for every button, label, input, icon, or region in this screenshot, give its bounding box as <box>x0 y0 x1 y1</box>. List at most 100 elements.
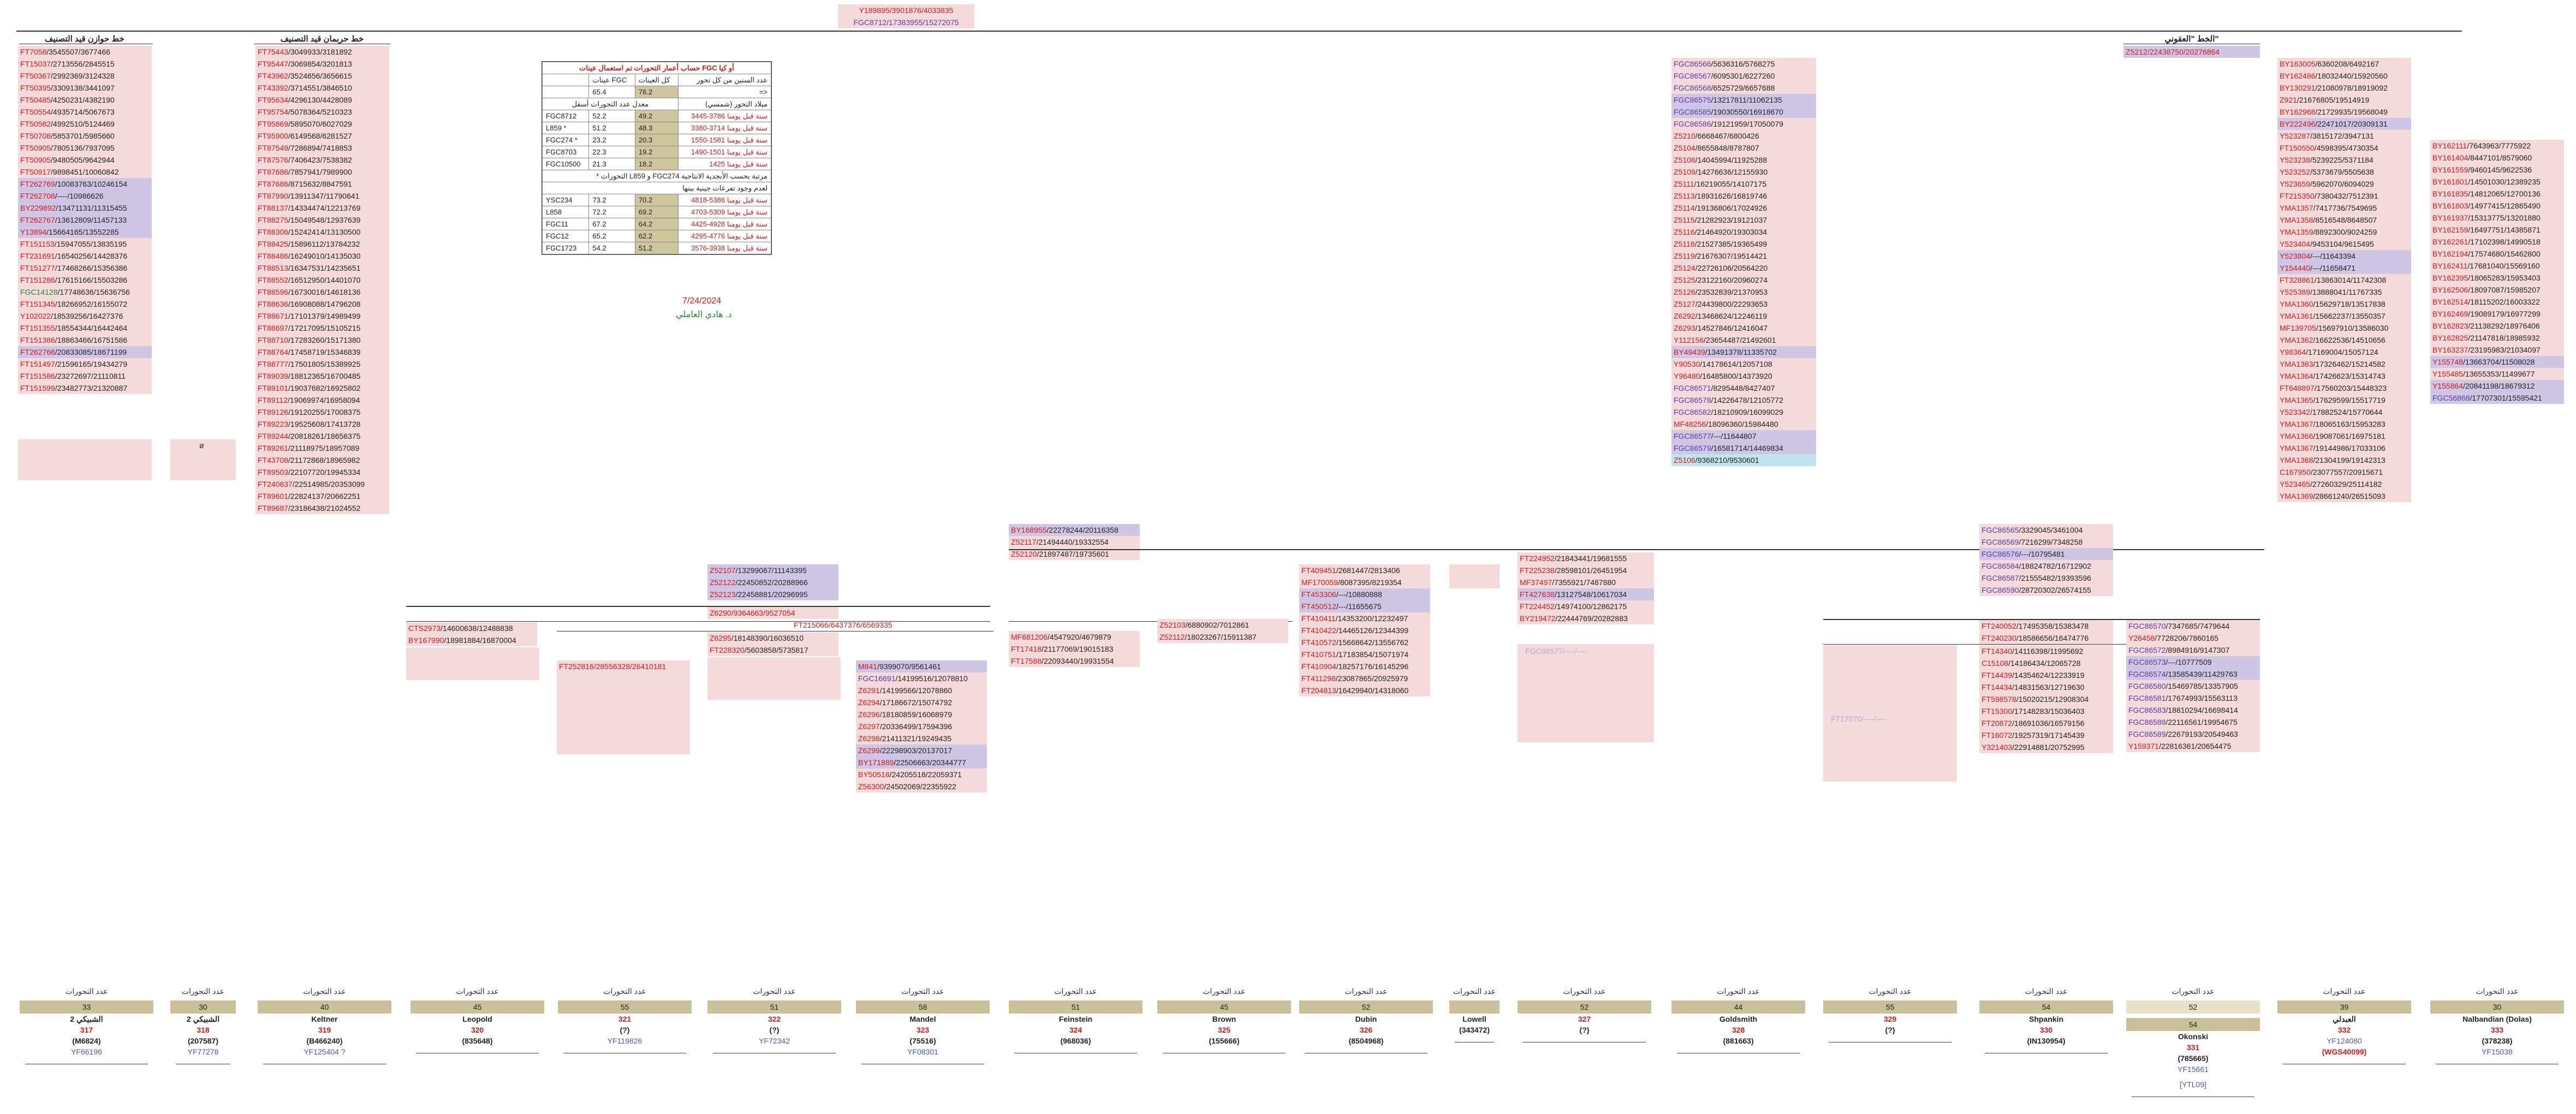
mutation-count-label: عدد التحورات <box>2025 987 2068 996</box>
mutation-row: FT87686/7857941/7989900 <box>255 166 389 178</box>
mutation-positions: /19089179/16977299 <box>2468 309 2541 318</box>
mutation-row: BY167990/18981884/16870004 <box>406 634 537 646</box>
mutation-code: FT95634 <box>258 96 289 104</box>
age-cell-b: 64.2 <box>634 218 679 230</box>
mutation-code: BY162261 <box>2432 237 2468 246</box>
kit-number: 318 <box>197 1026 210 1034</box>
age-cell-c: 1425 سنة قبل يومنا <box>677 158 771 170</box>
mutation-row: Z5114/19136806/17024926 <box>1671 202 1816 214</box>
mutation-row: FT88552/16512950/14401070 <box>255 274 389 286</box>
mutation-code: Z52107 <box>710 566 736 575</box>
mutation-code: Y523659 <box>2280 180 2311 188</box>
mutation-row: YMA1359/8892300/9024259 <box>2277 226 2411 238</box>
mutation-count-label: عدد التحورات <box>65 987 108 996</box>
mutation-code: FT88697 <box>258 324 289 332</box>
mutation-positions: /14199516/12078810 <box>895 674 968 683</box>
mutation-code: FT453306 <box>1301 590 1336 599</box>
mutation-row: FT262766/20833085/18671199 <box>18 346 152 358</box>
mutation-positions: /5239225/5371184 <box>2310 156 2373 164</box>
mutation-positions: /17681040/15569160 <box>2467 261 2540 270</box>
mutation-positions: /7857941/7989900 <box>288 168 352 176</box>
t1-note: معدل عدد التحورات أسفل <box>542 98 679 110</box>
mutation-code: Y155864 <box>2432 382 2464 390</box>
mutation-row: FT151586/23272697/21110811 <box>18 370 152 382</box>
mutation-row: FGC86570/7347685/7479644 <box>2126 620 2260 632</box>
mutation-count: 55 <box>558 1000 692 1014</box>
age-cell-b: 48.3 <box>634 122 679 134</box>
mutation-count-label: عدد التحورات <box>1717 987 1760 996</box>
mutation-row: FGC86587/21555482/19393596 <box>1979 572 2113 584</box>
mutation-positions: /22726106/20564220 <box>1695 264 1768 272</box>
kit-number: 333 <box>2490 1026 2504 1034</box>
kit-number: 320 <box>471 1026 484 1034</box>
mutation-row: Z6293/14527846/12416047 <box>1671 322 1816 334</box>
mutation-positions: /8984916/9147307 <box>2165 646 2230 654</box>
mutation-code: BY162506 <box>2432 285 2468 294</box>
mutation-code: Y159371 <box>2128 742 2159 750</box>
mutation-row: Z5116/21464920/19303034 <box>1671 226 1816 238</box>
mutation-positions: /13217811/11062135 <box>1711 96 1782 104</box>
mutation-row: FT240230/18586656/16474776 <box>1979 632 2113 644</box>
age-cell-b: 62.2 <box>634 230 679 242</box>
mutation-code: FGC86580 <box>2128 682 2166 690</box>
mutation-row: YMA1368/21304199/19142313 <box>2277 454 2411 466</box>
kit-number: 331 <box>2186 1043 2200 1052</box>
mutation-row: FT224452/14974100/12862175 <box>1518 600 1654 612</box>
mutation-positions: /17186672/15074792 <box>879 698 953 707</box>
branch-b-z: Z52103/6880902/7012861 Z52112/18023267/15… <box>1157 619 1288 643</box>
mutation-code: FT410411 <box>1301 614 1336 623</box>
mutation-code: Z6296 <box>858 710 880 719</box>
mutation-positions: /13127548/10617034 <box>1554 590 1627 599</box>
mutation-code: FT151586 <box>20 372 55 380</box>
mutation-code: FT50582 <box>20 120 51 128</box>
mutation-positions: /2713556/2845515 <box>51 59 115 68</box>
mutation-positions: /3815172/3947131 <box>2310 132 2374 140</box>
mutation-code: FGC86572 <box>2128 646 2166 654</box>
mutation-row: Z6291/14199566/12078860 <box>856 684 987 696</box>
mutation-code: Z6294 <box>858 698 880 707</box>
th-years: عدد السنين من كل تحور <box>677 74 771 86</box>
mutation-code: FT14340 <box>1982 647 2013 656</box>
mutation-positions: /8516548/8648507 <box>2313 216 2377 224</box>
yfull-code: YF77278 <box>187 1047 219 1056</box>
mutation-row: FT17588/22093440/19931554 <box>1009 655 1140 667</box>
mutation-row: Y321403/22914881/20752995 <box>1979 741 2113 753</box>
mutation-positions: /17674993/15563113 <box>2165 694 2238 702</box>
mutation-positions: /6880902/7012861 <box>1185 621 1250 629</box>
mutation-positions: /17882524/15770644 <box>2310 408 2383 416</box>
mutation-positions: /---/11655675 <box>1336 602 1382 611</box>
mutation-code: FT89687 <box>258 504 289 513</box>
mutation-code: BY162159 <box>2432 225 2468 234</box>
mutation-positions: /23195983/21034097 <box>2468 345 2541 354</box>
mutation-code: FGC86576 <box>1982 550 2019 558</box>
mutation-row: Y523804/---/11643394 <box>2277 250 2411 262</box>
mutation-positions: /20336499/17594396 <box>879 722 953 731</box>
mutation-row: Z52107/13299067/11143395 <box>707 564 838 576</box>
mutation-positions: /23272697/21110811 <box>55 372 126 380</box>
mutation-code: FT450512 <box>1301 602 1336 611</box>
mutation-row: FT50395/3309138/3441097 <box>18 82 152 94</box>
mutation-row: BY130291/21080978/18919092 <box>2277 82 2411 94</box>
age-cell-c: 4295-4776 سنة قبل يومنا <box>677 230 771 242</box>
mutation-positions: /16540256/14428376 <box>55 252 128 260</box>
mutation-row: FT151277/17468266/15356386 <box>18 262 152 274</box>
lineage-name: Keltner <box>311 1015 338 1023</box>
mutation-code: FT224952 <box>1520 554 1555 563</box>
mutation-code: YMA1367 <box>2280 420 2313 428</box>
mutation-row: Y98364/17169004/15057124 <box>2277 346 2411 358</box>
mutation-positions: /9399070/9561461 <box>877 662 941 671</box>
mutation-code: YMA1369 <box>2280 492 2313 501</box>
table-date: 7/24/2024 <box>682 296 722 306</box>
mutation-positions: /19525608/17413728 <box>288 420 361 428</box>
mutation-code: FGC86579 <box>1674 444 1711 452</box>
mutation-positions: /21527385/19365499 <box>1694 240 1768 248</box>
mutation-row: Z52117/21494440/19332554 <box>1009 536 1140 548</box>
mutation-positions: /20833085/18671199 <box>55 348 127 356</box>
lineage-name: Mandel <box>909 1015 936 1023</box>
mutation-row: FT87990/13911347/11790641 <box>255 190 389 202</box>
mutation-row: Z6298/21411321/19249435 <box>856 732 987 744</box>
mutation-positions: /23482773/21320887 <box>55 384 128 392</box>
kit-id: (835648) <box>462 1036 493 1045</box>
mutation-positions: /17501805/15389925 <box>288 360 361 368</box>
mutation-positions: /16512950/14401070 <box>288 276 361 284</box>
